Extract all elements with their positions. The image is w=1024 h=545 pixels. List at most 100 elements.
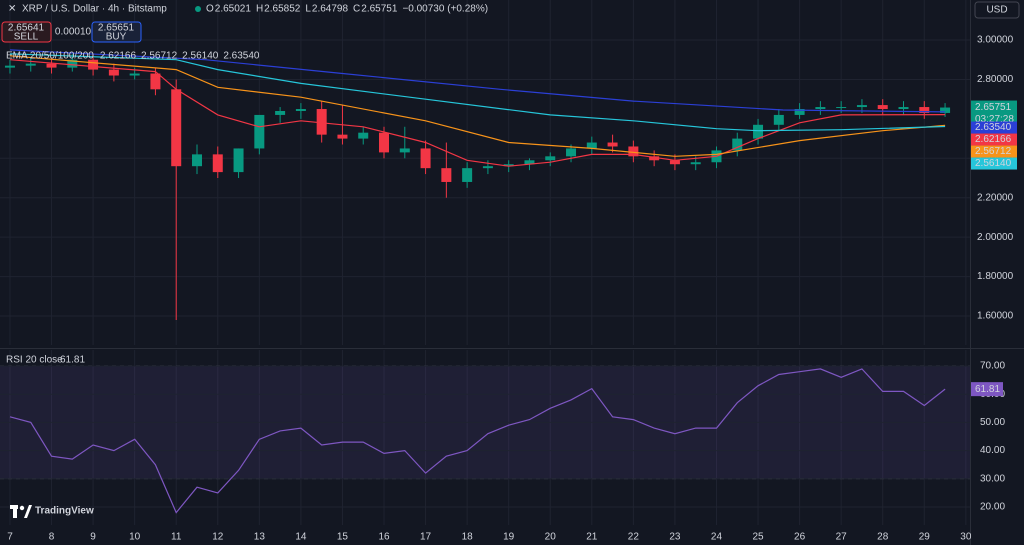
x-tick-label: 27	[836, 532, 848, 543]
close-icon[interactable]: ✕	[8, 4, 16, 15]
candle-body	[856, 105, 867, 108]
candle-body	[773, 114, 784, 125]
market-status	[195, 6, 201, 12]
candle-body	[628, 146, 639, 157]
x-tick-label: 7	[7, 532, 13, 543]
buy-button[interactable]	[91, 21, 142, 43]
candle-body	[607, 142, 618, 147]
ema-badge-label: 2.56140	[975, 158, 1012, 169]
candle-body	[46, 63, 57, 68]
y-tick-label: 1.60000	[977, 311, 1014, 322]
x-tick-label: 21	[586, 532, 598, 543]
candle-body	[358, 132, 369, 139]
y-tick-label: 2.80000	[977, 74, 1014, 85]
x-tick-label: 12	[212, 532, 224, 543]
x-tick-label: 11	[171, 532, 182, 543]
candle-body	[877, 105, 888, 110]
ohlc-value: 2.65852	[264, 4, 301, 15]
rsi-title: RSI 20 close	[6, 355, 63, 366]
candle-body	[669, 160, 680, 165]
y-tick-label: 70.00	[980, 361, 1005, 372]
candle-body	[919, 107, 930, 113]
y-tick-label: 50.00	[980, 417, 1005, 428]
x-tick-label: 22	[628, 532, 640, 543]
candle-body	[379, 132, 390, 153]
sell-price: 2.65641	[8, 23, 45, 34]
candle-body	[25, 63, 36, 66]
y-tick-label: 40.00	[980, 445, 1005, 456]
ohlc-value: 2.65751	[361, 4, 398, 15]
indicator-name: EMA 20/50/100/200	[6, 51, 94, 62]
y-tick-label: 3.00000	[977, 35, 1014, 46]
chart-title: XRP / U.S. Dollar · 4h · Bitstamp	[22, 4, 167, 15]
y-tick-label: 1.80000	[977, 271, 1014, 282]
rsi-badge	[971, 382, 1003, 397]
sell-label: SELL	[14, 32, 39, 43]
candle-body	[150, 73, 161, 90]
ohlc-label: L	[305, 4, 311, 15]
ohlc-header: O 2.65021 H 2.65852 L 2.64798 C 2.65751 −0.00730…	[206, 4, 488, 15]
ohlc-label: O	[206, 4, 214, 15]
ema-badge	[971, 133, 1017, 146]
ohlc-value: 2.65021	[215, 4, 252, 15]
price-badge-label: 2.65751	[975, 102, 1012, 113]
x-tick-label: 14	[295, 532, 307, 543]
indicator-value: 2.56140	[182, 51, 219, 62]
candle-body	[67, 59, 78, 68]
x-tick-label: 15	[337, 532, 349, 543]
ohlc-change: −0.00730 (+0.28%)	[402, 4, 488, 15]
candle-body	[753, 124, 764, 139]
candle-body	[836, 107, 847, 109]
buy-price: 2.65651	[98, 23, 135, 34]
x-tick-label: 23	[669, 532, 681, 543]
candle-body	[275, 110, 286, 115]
x-tick-label: 10	[129, 532, 141, 543]
ema-line	[9, 53, 946, 132]
candle-body	[524, 160, 535, 165]
ohlc-value: 2.64798	[312, 4, 349, 15]
candle-body	[88, 59, 99, 70]
candle-body	[316, 109, 327, 135]
candle-body	[399, 148, 410, 153]
currency-button[interactable]	[974, 1, 1020, 19]
candle-body	[566, 148, 577, 157]
indicator-value: 2.63540	[223, 51, 260, 62]
x-tick-label: 24	[711, 532, 723, 543]
candle-body	[898, 107, 909, 110]
ema-line	[9, 59, 946, 167]
sell-button[interactable]	[1, 21, 52, 43]
ema-badge-label: 2.56712	[975, 146, 1012, 157]
candle-body	[441, 168, 452, 182]
candle-body	[212, 154, 223, 173]
candle-body	[337, 134, 348, 139]
ema-badge-label: 2.62166	[975, 134, 1012, 145]
y-tick-label: 30.00	[980, 473, 1005, 484]
rsi-badge-label: 61.81	[975, 384, 1000, 395]
ema-line	[9, 55, 946, 157]
brand-logo	[10, 505, 32, 518]
candle-body	[295, 109, 306, 111]
candle-body	[794, 109, 805, 115]
y-tick-label: 2.20000	[977, 192, 1014, 203]
candle-body	[649, 156, 660, 161]
x-tick-label: 16	[378, 532, 390, 543]
candle-body	[254, 114, 265, 149]
indicator-value: 2.62166	[100, 51, 137, 62]
ema-badge-label: 2.63540	[975, 122, 1012, 133]
y-tick-label: 20.00	[980, 502, 1005, 513]
x-tick-label: 20	[545, 532, 557, 543]
candle-body	[690, 162, 701, 165]
indicator-value: 2.56712	[141, 51, 178, 62]
candle-body	[108, 69, 119, 76]
x-tick-label: 19	[503, 532, 515, 543]
candle-body	[482, 166, 493, 169]
x-tick-label: 8	[49, 532, 55, 543]
logo-part	[13, 505, 17, 518]
x-tick-label: 28	[877, 532, 889, 543]
candle-body	[545, 156, 556, 161]
candle-body	[732, 138, 743, 151]
candle-body	[4, 65, 15, 68]
x-tick-label: 25	[752, 532, 764, 543]
